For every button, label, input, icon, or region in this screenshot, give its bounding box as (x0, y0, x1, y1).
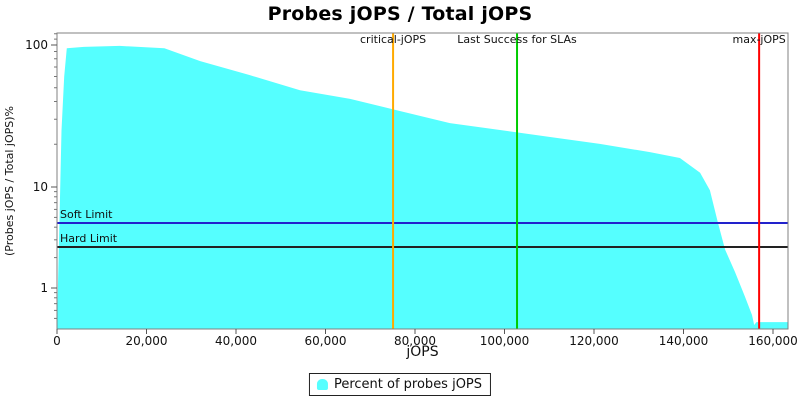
x-axis-tick-label: 40,000 (215, 334, 257, 348)
x-axis-tick-label: 20,000 (126, 334, 168, 348)
x-axis-tick-label: 100,000 (480, 334, 530, 348)
max-jops-label: max-jOPS (732, 33, 785, 46)
y-axis-title: (Probes jOPS / Total jOPS)% (3, 106, 16, 256)
y-axis-tick-label: 100 (25, 38, 48, 52)
x-axis-tick-label: 0 (53, 334, 61, 348)
plot-border (56, 32, 789, 330)
x-axis-tick-label: 80,000 (394, 334, 436, 348)
soft-limit-label: Soft Limit (60, 208, 113, 221)
x-axis-tick-label: 140,000 (659, 334, 709, 348)
x-axis-tick-label: 160,000 (748, 334, 798, 348)
y-axis-tick-label: 10 (33, 180, 48, 194)
y-axis-tick-label: 1 (40, 281, 48, 295)
legend: Percent of probes jOPS (308, 373, 492, 396)
hard-limit-label: Hard Limit (60, 232, 118, 245)
legend-item-label: Percent of probes jOPS (333, 377, 483, 392)
last-success-for-slas-label: Last Success for SLAs (457, 33, 577, 46)
x-axis-tick-label: 60,000 (305, 334, 347, 348)
percent-of-probes-jops-area-series (57, 45, 788, 330)
x-axis-tick-label: 120,000 (569, 334, 619, 348)
chart-title: Probes jOPS / Total jOPS (267, 3, 533, 25)
critical-jops-label: critical-jOPS (360, 33, 426, 46)
x-axis-title: jOPS (405, 344, 438, 360)
legend-swatch-icon (316, 379, 328, 390)
